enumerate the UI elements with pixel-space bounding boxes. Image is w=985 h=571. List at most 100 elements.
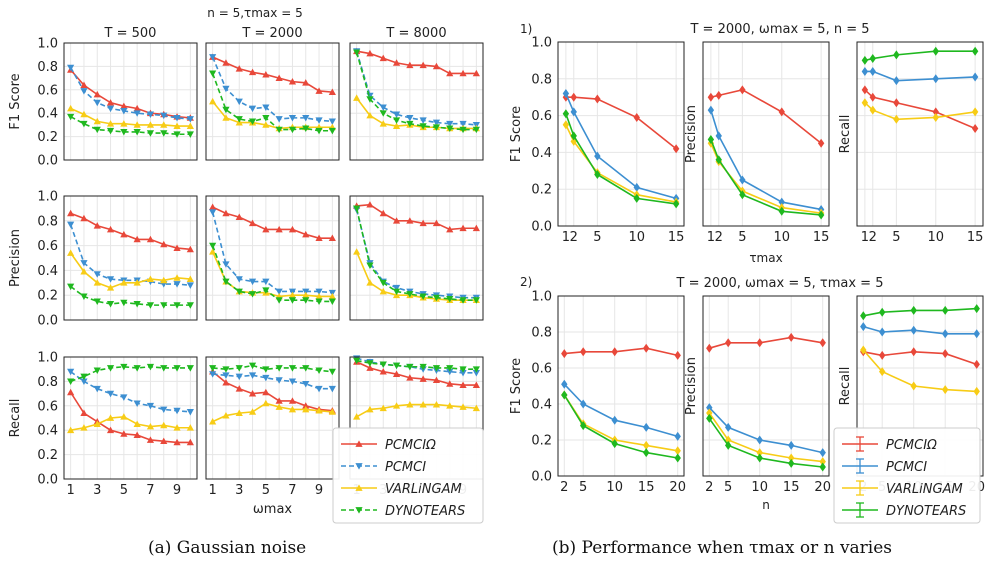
panel-a-r1-c2-point-varlingam bbox=[379, 287, 387, 295]
panel-a-r2-c2-point-dynotears bbox=[472, 366, 480, 373]
panel-a-r0-c1-line-varlingam bbox=[212, 100, 333, 130]
panel-a-r1-c2-point-pcmci bbox=[392, 284, 401, 292]
panel-a-r0-c1-point-pcmci bbox=[209, 54, 217, 61]
panel-b1-2-point-pcmci-omega bbox=[893, 98, 900, 108]
panel-a-r1-c1-point-dynotears bbox=[302, 297, 310, 304]
panel-a-r2-c0-xtick-label: 7 bbox=[146, 483, 154, 498]
panel-b2-1-point-dynotears bbox=[725, 440, 732, 450]
panel-a-r1-c0-point-varlingam bbox=[146, 275, 155, 282]
panel-a-r0-c1-point-dynotears bbox=[222, 106, 230, 114]
panel-a-r2-c2-point-varlingam bbox=[406, 400, 414, 408]
panel-a-r0-c2-point-pcmci bbox=[459, 120, 467, 128]
panel-a-r2-c0-xtick-label: 5 bbox=[120, 483, 128, 498]
panel-a-r0-c0-ytick-label: 0.4 bbox=[37, 107, 58, 122]
panel-a-r1-c0-ytick-label: 0.0 bbox=[37, 314, 58, 329]
panel-a-r0-c1-point-pcmci-omega bbox=[288, 78, 297, 85]
panel-a-r2-c1-point-dynotears bbox=[209, 365, 217, 372]
panel-b1-0-point-pcmci bbox=[594, 151, 601, 161]
panel-b1-0-point-pcmci-omega bbox=[672, 144, 680, 154]
row-label-b2: F1 Score bbox=[509, 358, 524, 414]
panel-a-r0-c0-point-dynotears bbox=[160, 130, 168, 137]
panel-a-r0-c1-point-dynotears bbox=[315, 127, 323, 135]
panel-a-r0-c1-point-pcmci bbox=[222, 85, 230, 93]
panel-a-r2-c2-point-dynotears bbox=[419, 363, 427, 371]
panel-a-r1-c2-point-pcmci-omega bbox=[472, 224, 480, 232]
panel-a-r2-c0-ytick-label: 0.6 bbox=[37, 399, 58, 414]
legend-a-label-pcmci-omega: PCMCIΩ bbox=[385, 438, 436, 453]
panel-b2-2-point-dynotears bbox=[973, 304, 980, 314]
panel-a-r2-c1-point-pcmci bbox=[209, 371, 217, 378]
panel-b2-0-ytick-label: 0.2 bbox=[531, 434, 552, 449]
panel-a-r1-c0-point-pcmci-omega bbox=[133, 235, 141, 243]
panel-b1-0-point-varlingam bbox=[562, 120, 570, 130]
panel-a-r1-c0-point-pcmci bbox=[93, 271, 101, 278]
panel-a-r2-c0-point-pcmci-omega bbox=[106, 426, 115, 434]
panel-b1-1-point-dynotears bbox=[817, 210, 825, 220]
panel-a-r0-c2-frame bbox=[349, 42, 484, 161]
panel-b1-1-point-dynotears bbox=[739, 190, 746, 200]
panel-a-r2-c0-point-dynotears bbox=[160, 365, 168, 372]
panel-b1-0-ytick-label: 0.6 bbox=[531, 109, 552, 124]
panel-a-r2-c1-point-dynotears bbox=[328, 368, 336, 376]
panel-a-r0-c0-frame bbox=[63, 42, 198, 161]
figure-canvas: n = 5,τmax = 5 T = 500 T = 2000 T = 8000 0.0… bbox=[8, 6, 985, 524]
panel-a-r1-c2-point-pcmci-omega bbox=[366, 201, 374, 208]
panel-a-r1-c2-point-dynotears bbox=[459, 297, 467, 304]
panel-b1-2-point-pcmci bbox=[893, 76, 900, 86]
panel-a-r1-c0-point-pcmci-omega bbox=[120, 230, 128, 238]
legend-a-label-dynotears: DYNOTEARS bbox=[385, 504, 465, 519]
title-b1: T = 2000, ωmax = 5, n = 5 bbox=[689, 22, 869, 37]
panel-a-r2-c2-point-varlingam bbox=[379, 404, 387, 412]
panel-a-r2-c1-xtick-label: 3 bbox=[235, 483, 243, 498]
panel-b1-2-xtick-label: 15 bbox=[967, 230, 984, 245]
panel-a-r0-c2-point-pcmci-omega bbox=[446, 69, 454, 77]
panel-a-r0-c0-point-dynotears bbox=[146, 130, 155, 137]
panel-a-r2-c1-point-varlingam bbox=[315, 407, 323, 414]
panel-a-r2-c0-ytick-label: 0.4 bbox=[37, 424, 58, 439]
panel-a-r2-c1-point-pcmci-omega bbox=[262, 388, 270, 396]
row-label: Recall bbox=[8, 399, 23, 438]
panel-a-r1-c1-point-pcmci-omega bbox=[222, 209, 230, 217]
panel-b2-0-ytick-label: 1.0 bbox=[531, 290, 552, 305]
panel-a-r2-c0-point-pcmci bbox=[106, 390, 115, 398]
panel-b2-1-point-pcmci-omega bbox=[756, 338, 763, 348]
panel-a-r0-c2-point-dynotears bbox=[432, 124, 441, 131]
panel-a-r0-c1-point-pcmci-omega bbox=[248, 68, 257, 76]
panel-b1-2-line-varlingam bbox=[864, 102, 976, 121]
panel-b2-0-point-pcmci-omega bbox=[561, 349, 568, 359]
panel-a-r2-c0-point-pcmci bbox=[146, 402, 155, 410]
panel-a-r0-c2-point-pcmci-omega bbox=[392, 59, 401, 66]
panel-b1-2-line-pcmci-omega bbox=[864, 89, 976, 130]
panel-a-r2-c2-line-dynotears bbox=[356, 359, 477, 371]
panel-a-r0-c2-point-pcmci bbox=[406, 115, 414, 122]
panel-a-r2-c0-ytick-label: 1.0 bbox=[37, 351, 58, 366]
panel-b2-1-point-pcmci bbox=[756, 435, 763, 445]
panel-a-r0-c1-point-pcmci bbox=[328, 118, 336, 125]
panel-a-r0-c1-line-pcmci bbox=[211, 56, 333, 123]
panel-a-r2-c0-point-pcmci bbox=[67, 368, 75, 376]
panel-b2-1-point-varlingam bbox=[725, 435, 732, 445]
panel-b1-2-point-dynotears bbox=[861, 55, 869, 65]
panel-a-r0-c1-point-varlingam bbox=[262, 121, 270, 128]
panel-b2-0-point-pcmci bbox=[580, 399, 587, 409]
panel-b2-0-point-varlingam bbox=[643, 440, 650, 450]
panel-a-r2-c2-point-varlingam bbox=[353, 413, 361, 420]
panel-a-r1-c0-point-dynotears bbox=[160, 302, 168, 309]
panel-a-r0-c1-point-varlingam bbox=[222, 114, 230, 121]
panel-a-r2-c0-point-varlingam bbox=[146, 422, 155, 430]
panel-a-r1-c1-point-dynotears bbox=[209, 242, 217, 250]
panel-a-r2-c1-point-varlingam bbox=[248, 408, 257, 415]
panel-a-r0-c2-point-dynotears bbox=[419, 123, 427, 130]
panel-a-r0-c0-point-pcmci bbox=[146, 111, 155, 118]
panel-a-r0-c0-point-varlingam bbox=[146, 121, 155, 128]
panel-a-r1-c2-point-dynotears bbox=[432, 294, 441, 302]
panel-a-r2-c1-point-pcmci bbox=[288, 378, 297, 385]
panel-a-r2-c2-point-varlingam bbox=[446, 402, 454, 409]
panel-b2-2-point-dynotears bbox=[879, 307, 886, 317]
panel-a-r1-c0-point-varlingam bbox=[133, 279, 141, 286]
xlabel-b1: τmax bbox=[749, 251, 782, 265]
panel-a-r1-c1-point-pcmci bbox=[222, 261, 230, 268]
panel-b1-2-point-pcmci bbox=[932, 74, 939, 84]
panel-a-r0-c2-point-dynotears bbox=[379, 110, 387, 117]
panel-a-r2-c1-point-pcmci-omega bbox=[248, 390, 257, 397]
